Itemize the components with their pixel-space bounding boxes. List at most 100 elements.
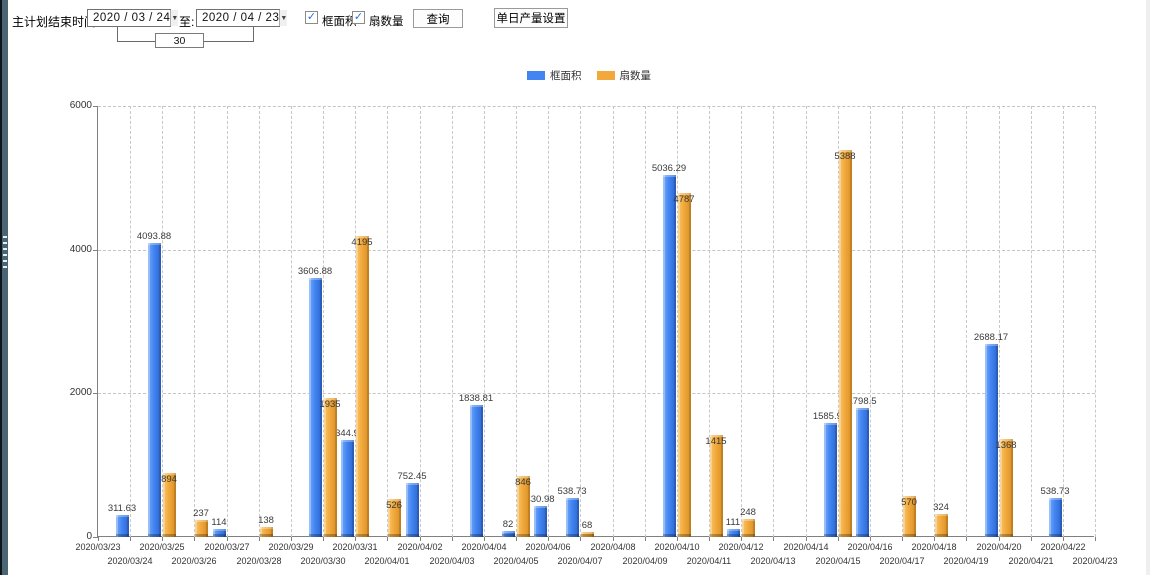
x-axis-label: 2020/03/26 (171, 556, 217, 566)
grid-line-vertical (1031, 106, 1032, 537)
x-axis-label: 2020/04/11 (686, 556, 732, 566)
legend-item-fan-count[interactable]: 扇数量 (596, 68, 652, 83)
legend-label-fan-count: 扇数量 (619, 70, 652, 82)
x-axis-tick (1031, 537, 1032, 541)
x-axis-tick (677, 537, 678, 541)
bar-frame-area (502, 531, 515, 537)
grid-line-vertical (194, 106, 195, 537)
frame-area-checkbox-label[interactable]: 框面积 (322, 16, 357, 28)
plan-end-time-label: 主计划结束时间: (12, 15, 100, 29)
bar-value-label: 68 (581, 520, 593, 531)
grid-line-horizontal (98, 393, 1095, 395)
y-axis-tick (93, 106, 98, 107)
x-axis-tick (259, 537, 260, 541)
grid-line-vertical (323, 106, 324, 537)
bar-frame-area (985, 344, 998, 537)
y-axis-label: 4000 (69, 243, 92, 255)
left-splitter-bar[interactable] (0, 0, 8, 575)
x-axis-label: 2020/04/20 (976, 542, 1022, 552)
bar-value-label: 1415 (705, 436, 727, 447)
x-axis-tick (548, 537, 549, 541)
x-axis-tick (645, 537, 646, 541)
bar-fan-count (581, 532, 594, 537)
bar-value-label: 4093.88 (136, 231, 172, 242)
x-axis-label: 2020/04/12 (718, 542, 764, 552)
grid-line-vertical (741, 106, 742, 537)
bar-fan-count (710, 435, 723, 537)
bar-frame-area (856, 408, 869, 537)
chart-legend: 框面积 扇数量 (527, 68, 651, 83)
grid-line-vertical (516, 106, 517, 537)
grid-line-vertical (259, 106, 260, 537)
y-axis-label: 0 (86, 531, 92, 542)
legend-label-frame-area: 框面积 (550, 70, 582, 82)
bar-frame-area (727, 529, 740, 537)
x-axis-tick (323, 537, 324, 541)
x-axis-label: 2020/04/08 (590, 542, 636, 552)
bar-value-label: 538.73 (557, 486, 587, 497)
bar-fan-count (163, 473, 176, 537)
date-from-dropdown-icon[interactable]: ▼ (170, 10, 179, 26)
x-axis-tick (1095, 537, 1096, 541)
date-to-value[interactable]: 2020 / 04 / 23 (202, 12, 280, 24)
query-button[interactable]: 查询 (413, 9, 463, 28)
x-axis-tick (773, 537, 774, 541)
grid-line-vertical (1063, 106, 1064, 537)
grid-line-vertical (645, 106, 646, 537)
bar-frame-area (566, 498, 579, 537)
bar-fan-count (839, 150, 852, 537)
y-axis-tick (93, 393, 98, 395)
bar-frame-area (213, 529, 226, 537)
bar-value-label: 1368 (995, 440, 1017, 451)
x-axis-label: 2020/04/22 (1040, 542, 1086, 552)
x-axis-tick (902, 537, 903, 541)
frame-area-checkbox[interactable]: ✓ (305, 11, 318, 24)
bar-value-label: 138 (258, 515, 274, 526)
fan-count-checkbox[interactable]: ✓ (352, 11, 365, 24)
x-axis-label: 2020/04/10 (654, 542, 700, 552)
date-to-dropdown-icon[interactable]: ▼ (279, 10, 288, 26)
date-from-value[interactable]: 2020 / 03 / 24 (93, 12, 171, 24)
fan-count-checkbox-label[interactable]: 扇数量 (369, 16, 404, 28)
daily-output-settings-button[interactable]: 单日产量设置 (494, 8, 568, 28)
x-axis-label: 2020/03/25 (139, 542, 185, 552)
bar-value-label: 1935 (319, 399, 341, 410)
grid-line-vertical (387, 106, 388, 537)
bar-frame-area (116, 515, 129, 537)
x-axis-tick (838, 537, 839, 541)
grid-line-vertical (902, 106, 903, 537)
interval-days-input[interactable]: 30 (155, 33, 204, 48)
bar-value-label: 5388 (834, 151, 856, 162)
x-axis-label: 2020/03/28 (236, 556, 282, 566)
x-axis-label: 2020/03/29 (268, 542, 314, 552)
legend-item-frame-area[interactable]: 框面积 (527, 68, 582, 83)
grid-line-vertical (130, 106, 131, 537)
y-axis-tick (93, 249, 98, 251)
x-axis-label: 2020/04/06 (525, 542, 571, 552)
x-axis-label: 2020/04/18 (911, 542, 957, 552)
x-axis-tick (194, 537, 195, 541)
bar-value-label: 114 (211, 517, 227, 528)
splitter-grip-handle[interactable] (3, 236, 7, 270)
x-axis-label: 2020/04/23 (1072, 556, 1118, 566)
date-to-picker[interactable]: 2020 / 04 / 23 ▼ (196, 9, 288, 27)
x-axis-label: 2020/04/05 (493, 556, 539, 566)
grid-line-vertical (452, 106, 453, 537)
x-axis-label: 2020/04/17 (879, 556, 925, 566)
right-scrollbar-track (1146, 0, 1150, 575)
legend-swatch-frame-area (527, 71, 545, 80)
x-axis-label: 2020/04/13 (750, 556, 796, 566)
x-axis-tick (999, 537, 1000, 541)
x-axis-tick (870, 537, 871, 541)
bar-frame-area (1049, 498, 1062, 537)
date-from-picker[interactable]: 2020 / 03 / 24 ▼ (87, 9, 179, 27)
y-axis-tick (93, 537, 98, 538)
x-axis-label: 2020/04/14 (783, 542, 829, 552)
grid-line-horizontal (98, 249, 1095, 251)
bracket-right-line (253, 27, 254, 42)
bar-value-label: 111 (725, 517, 741, 528)
grid-line-vertical (613, 106, 614, 537)
x-axis-label: 2020/03/23 (75, 542, 121, 552)
bar-value-label: 1344.95 (329, 428, 365, 439)
bracket-left-line (117, 27, 118, 42)
